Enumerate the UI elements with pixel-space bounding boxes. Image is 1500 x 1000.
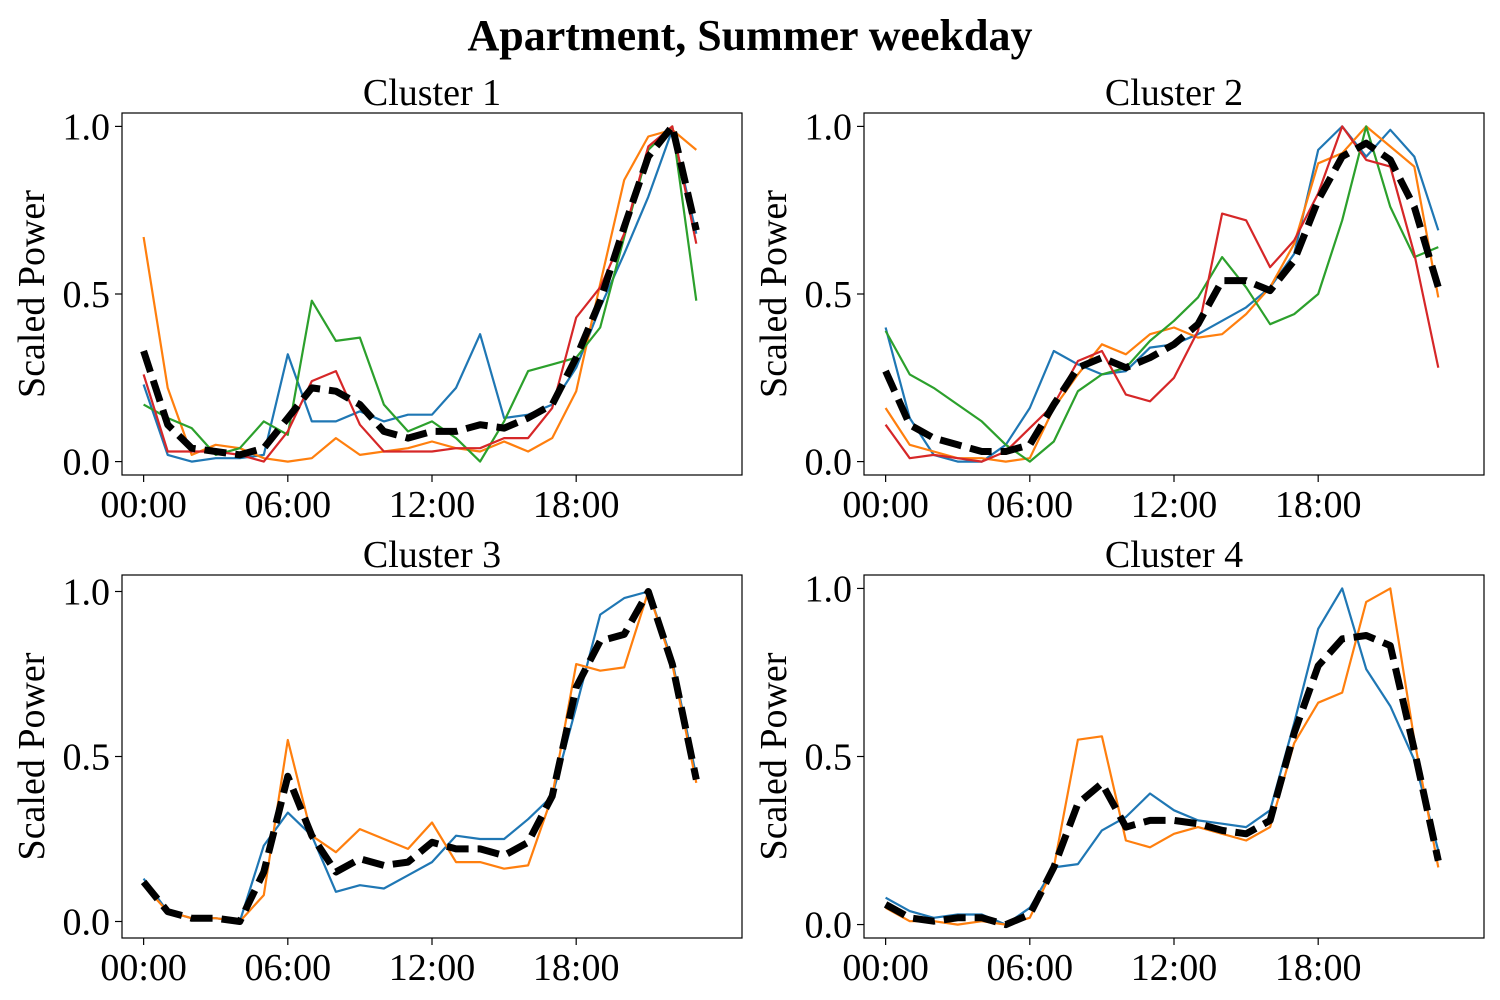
series-line-2 [885,587,1440,926]
panel-title: Cluster 1 [363,72,501,114]
x-tick-label: 00:00 [842,947,929,989]
x-tick-label: 06:00 [987,947,1074,989]
x-tick-label: 06:00 [245,947,332,989]
y-tick-label: 1.0 [63,106,111,148]
series-line-4 [884,125,1440,463]
x-tick-label: 12:00 [389,484,476,526]
x-tick-label: 00:00 [842,484,929,526]
centroid-line [140,588,700,925]
y-tick-label: 0.0 [63,902,111,944]
y-tick-label: 0.0 [805,442,853,484]
x-tick-label: 18:00 [533,947,620,989]
y-tick-label: 0.5 [63,274,111,316]
x-tick-label: 00:00 [100,484,187,526]
y-axis-label: Scaled Power [753,190,795,398]
y-axis-label: Scaled Power [11,190,53,398]
x-tick-label: 12:00 [1131,484,1218,526]
y-tick-label: 0.5 [805,737,853,779]
x-tick-label: 12:00 [1131,947,1218,989]
panel-1: Cluster 1 Scaled Power 0.0 0.5 1.0 00:00 06:00… [11,72,743,526]
series-line-2 [142,128,698,463]
panel-2: Cluster 2 Scaled Power 0.0 0.5 1.0 00:00 06:00… [753,72,1485,526]
y-tick-label: 1.0 [805,568,853,610]
x-tick-label: 12:00 [389,947,476,989]
axes-frame [121,574,743,939]
centroid-line [140,122,700,459]
y-axis-label: Scaled Power [11,652,53,860]
centroid-line [883,632,1442,929]
centroid-line [882,139,1442,455]
y-tick-label: 0.0 [805,905,853,947]
series-line-1 [142,128,698,463]
y-tick-label: 0.0 [63,442,111,484]
x-tick-label: 00:00 [100,947,187,989]
y-tick-label: 0.5 [63,737,111,779]
y-tick-label: 0.5 [805,274,853,316]
x-tick-label: 06:00 [987,484,1074,526]
series-line-4 [142,125,698,463]
figure-title: Apartment, Summer weekday [467,11,1033,60]
panel-title: Cluster 2 [1105,72,1243,114]
x-tick-label: 18:00 [1275,947,1362,989]
x-tick-label: 18:00 [1275,484,1362,526]
panel-4: Cluster 4 Scaled Power 0.0 0.5 1.0 00:00 06:00… [753,534,1485,989]
y-tick-label: 1.0 [805,106,853,148]
series-line-3 [884,125,1439,463]
x-tick-label: 06:00 [245,484,332,526]
x-tick-label: 18:00 [533,484,620,526]
y-axis-label: Scaled Power [753,652,795,860]
y-tick-label: 1.0 [63,572,111,614]
panel-title: Cluster 4 [1105,534,1243,576]
axes-frame [863,574,1485,939]
panel-title: Cluster 3 [363,534,501,576]
series-line-3 [143,125,698,463]
